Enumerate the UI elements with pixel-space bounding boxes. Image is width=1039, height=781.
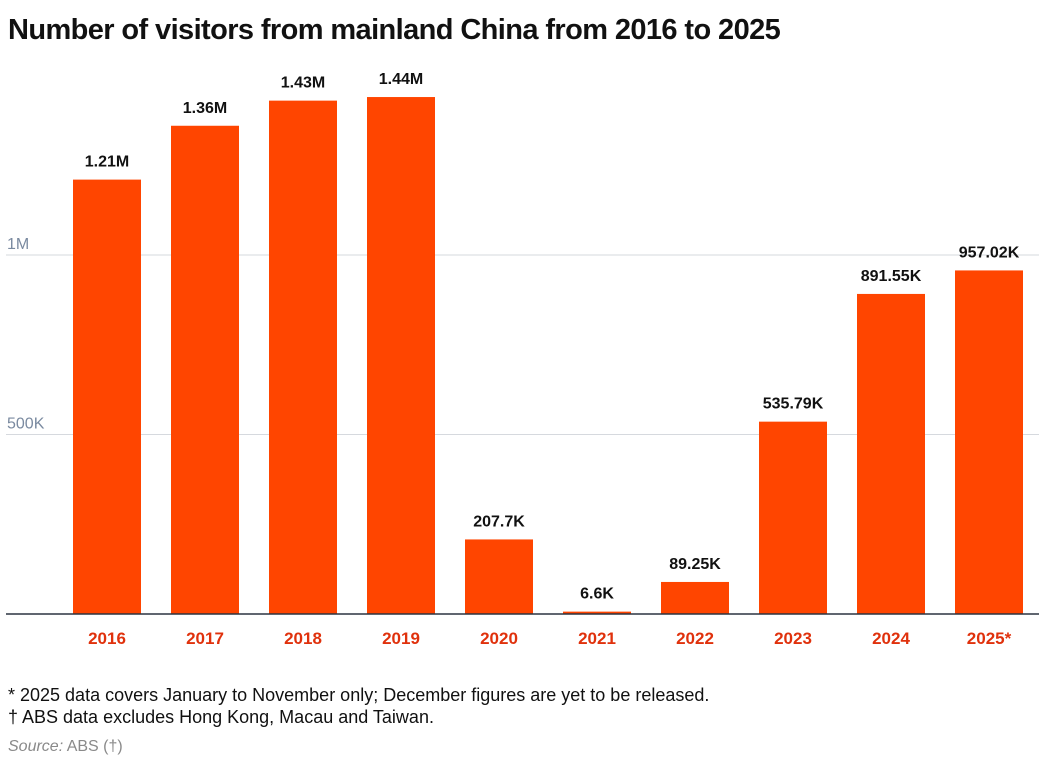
x-tick-label: 2022 bbox=[676, 629, 714, 648]
bar-value-label: 207.7K bbox=[473, 513, 525, 530]
bar-value-label: 6.6K bbox=[580, 586, 614, 603]
x-tick-label: 2021 bbox=[578, 629, 616, 648]
bar-value-label: 891.55K bbox=[861, 268, 922, 285]
chart-title: Number of visitors from mainland China f… bbox=[8, 14, 781, 46]
bar bbox=[73, 179, 141, 615]
bar-value-label: 89.25K bbox=[669, 556, 721, 573]
bar-chart: 500K 1M 1.21M 1.36M 1.43M 1.44M 207.7K 6.6K 89.… bbox=[6, 71, 1039, 648]
y-tick-label: 500K bbox=[7, 416, 45, 433]
x-tick-label: 2018 bbox=[284, 629, 322, 648]
source-text: ABS (†) bbox=[66, 738, 123, 755]
x-tick-label: 2025* bbox=[967, 629, 1012, 648]
x-tick-label: 2024 bbox=[872, 629, 910, 648]
bar bbox=[171, 125, 239, 614]
bar-value-label: 535.79K bbox=[763, 396, 824, 413]
x-tick-label: 2019 bbox=[382, 629, 420, 648]
x-tick-label: 2017 bbox=[186, 629, 224, 648]
bar bbox=[465, 539, 533, 614]
x-tick-label: 2023 bbox=[774, 629, 812, 648]
x-tick-label: 2016 bbox=[88, 629, 126, 648]
footnote-2025-partial: * 2025 data covers January to November o… bbox=[8, 685, 710, 705]
source-line: Source: ABS (†) bbox=[8, 738, 123, 756]
bar bbox=[955, 270, 1023, 614]
bar bbox=[563, 611, 631, 614]
bar-value-label: 957.02K bbox=[959, 244, 1020, 261]
bar bbox=[367, 97, 435, 615]
bar bbox=[857, 293, 925, 614]
footnote-abs-exclusion: † ABS data excludes Hong Kong, Macau and… bbox=[8, 707, 434, 727]
bar-value-label: 1.21M bbox=[85, 154, 129, 171]
bar-value-label: 1.44M bbox=[379, 71, 423, 88]
bar-value-label: 1.43M bbox=[281, 75, 325, 92]
x-tick-label: 2020 bbox=[480, 629, 518, 648]
bar-value-label: 1.36M bbox=[183, 100, 227, 117]
footnotes: * 2025 data covers January to November o… bbox=[8, 684, 709, 728]
bar bbox=[269, 100, 337, 614]
y-tick-label: 1M bbox=[7, 236, 29, 253]
bar bbox=[759, 421, 827, 614]
source-label: Source: bbox=[8, 738, 64, 755]
bar bbox=[661, 581, 729, 614]
